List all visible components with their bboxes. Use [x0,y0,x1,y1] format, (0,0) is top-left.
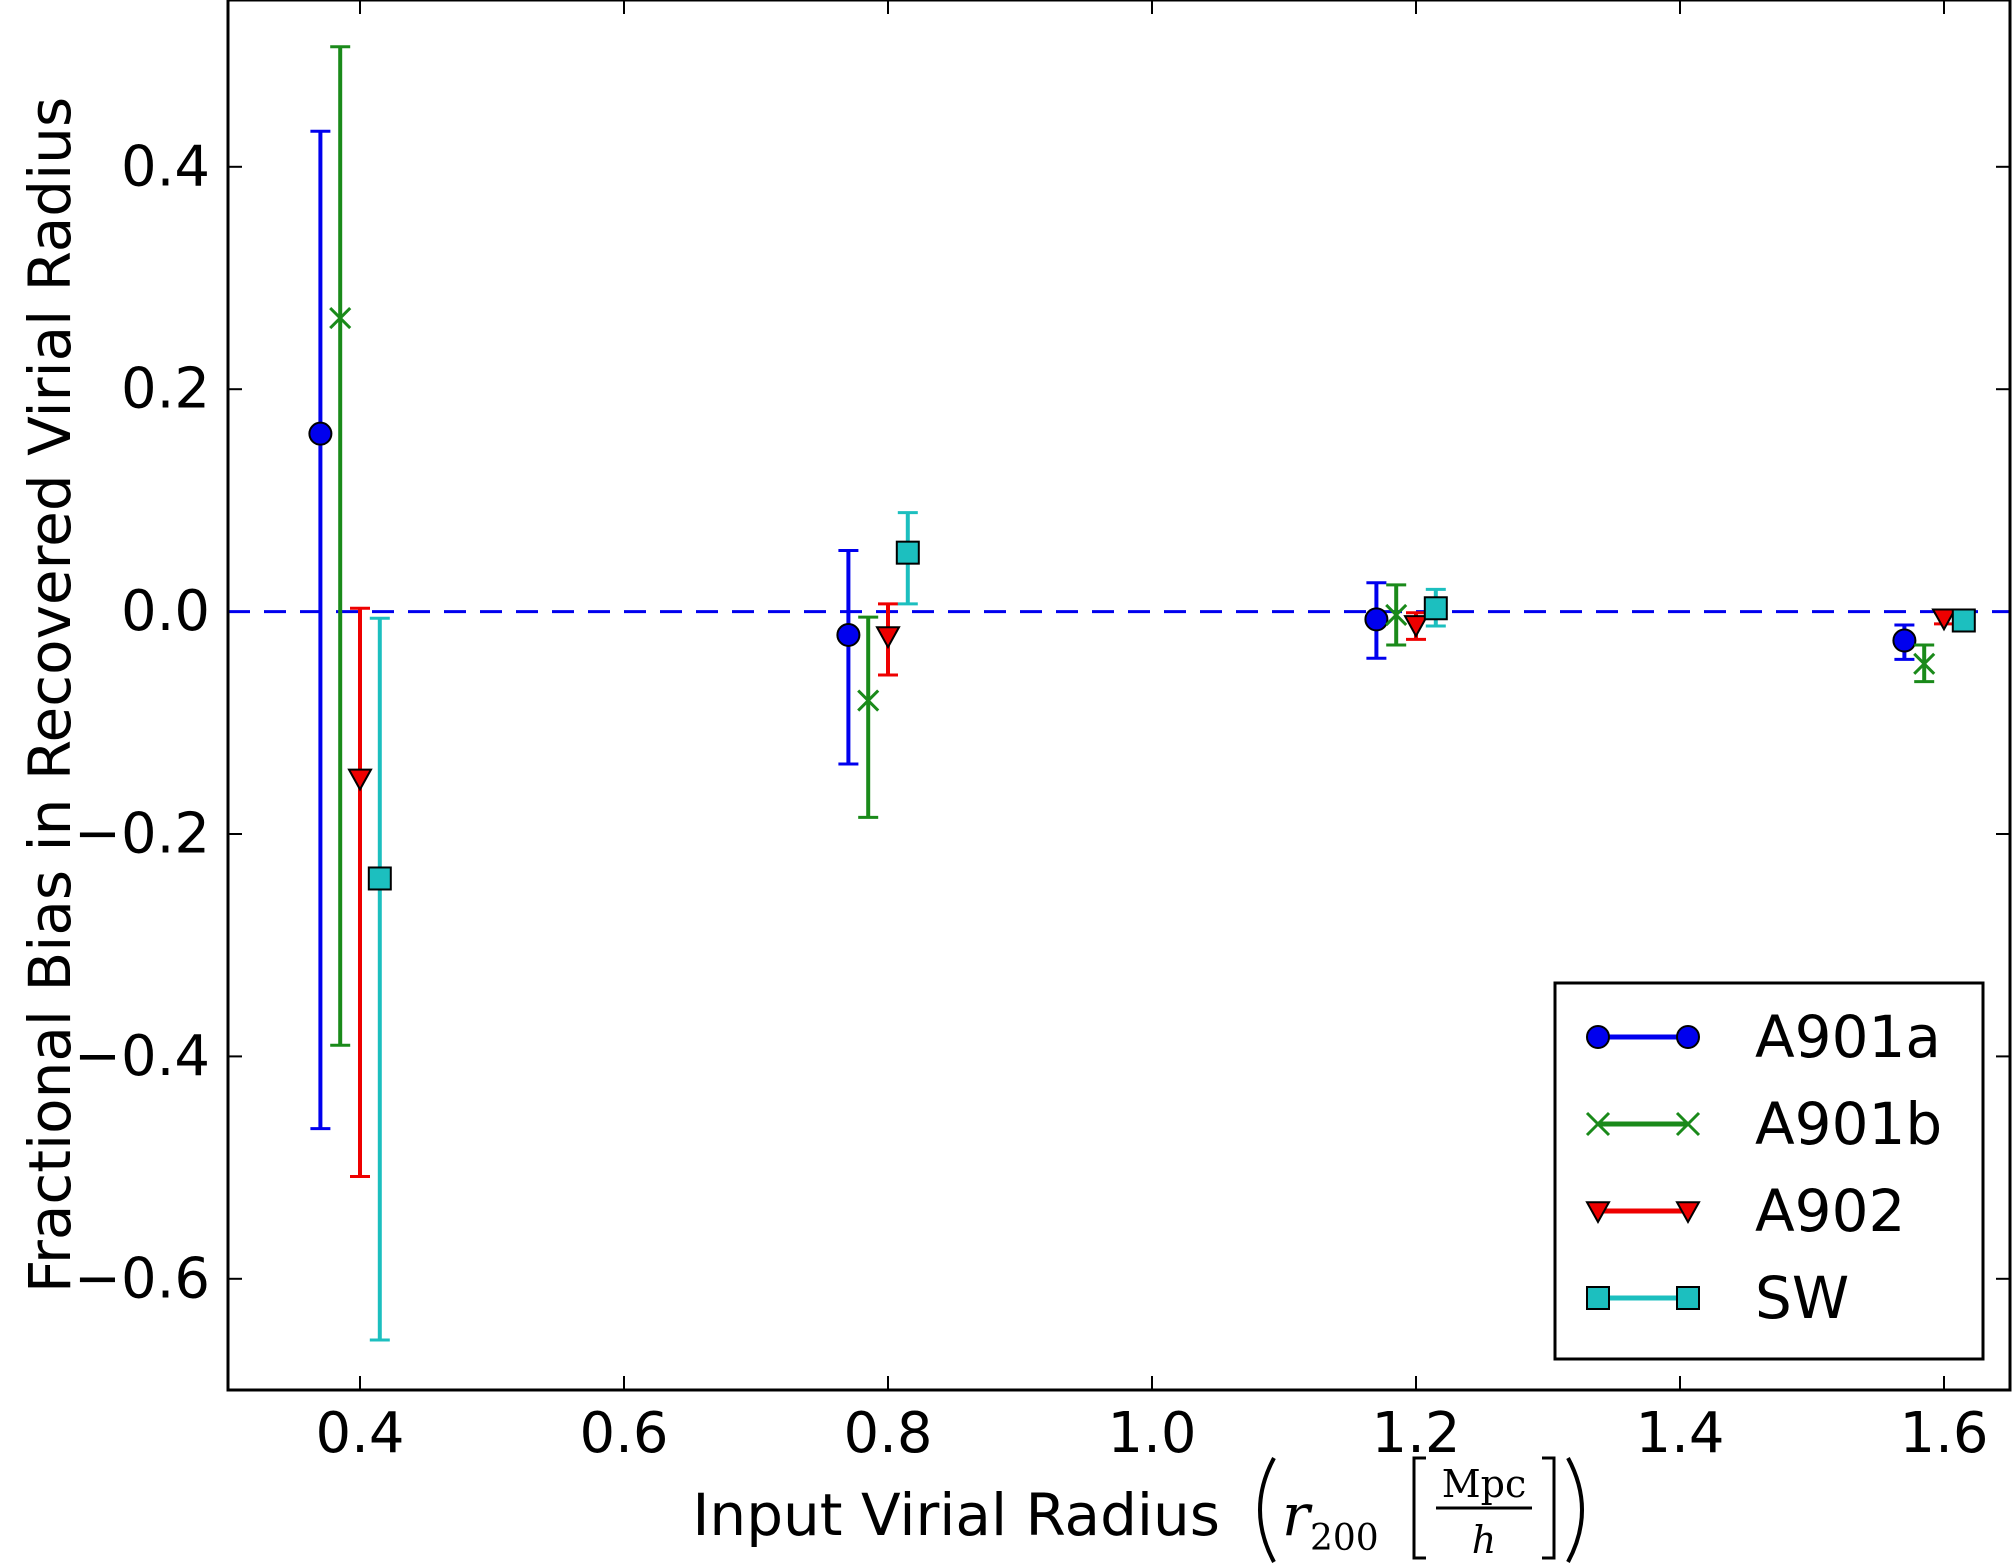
legend-marker-right [1676,1025,1700,1049]
data-point [1892,628,1917,653]
x-axis-label-text: Input Virial Radius [692,1481,1220,1549]
legend-marker-right [1675,1201,1701,1225]
series-SW [367,511,1976,1342]
x-label-left-paren [1258,1457,1276,1563]
data-point [1931,608,1957,632]
legend-marker-left [1586,1286,1610,1310]
legend-items: A901a A901b A902 SW [1585,1003,1942,1332]
y-tick-label: 0.4 [121,134,210,199]
x-label-unit-denominator: h [1472,1518,1496,1562]
x-tick-label: 1.6 [1899,1401,1988,1466]
x-axis-ticks: 0.4 0.6 0.8 1.0 1.2 1.4 1.6 [315,0,1989,1466]
data-point [1403,615,1429,639]
legend-marker-left [1586,1025,1610,1049]
series-layer [308,45,1976,1342]
x-label-right-paren [1566,1457,1584,1563]
data-point [347,768,373,792]
series-A902 [347,602,1957,1178]
legend-marker-right [1676,1286,1700,1310]
legend-item: A902 [1585,1177,1905,1245]
data-point [875,626,901,650]
x-label-subscript: 200 [1310,1518,1379,1559]
legend-item: A901b [1585,1090,1942,1158]
y-tick-label: 0.2 [121,357,210,422]
data-point [329,306,352,330]
legend-marker-right [1675,1111,1701,1137]
y-axis-ticks: −0.6 −0.4 −0.2 0.0 0.2 0.4 [74,134,2010,1311]
x-label-right-bracket [1542,1456,1556,1560]
y-tick-label: −0.2 [74,802,210,867]
x-tick-label: 1.4 [1635,1401,1724,1466]
legend: A901a A901b A902 SW [1553,981,1985,1361]
series-A901a [308,129,1917,1131]
x-label-unit-numerator: Mpc [1442,1462,1527,1506]
data-point [1364,607,1389,632]
legend-marker-left [1585,1201,1611,1225]
legend-marker-left [1585,1111,1611,1137]
x-tick-label: 0.8 [843,1401,932,1466]
data-point [1423,596,1448,621]
data-point [1913,652,1936,675]
data-point [1385,603,1408,626]
x-axis-label: Input Virial Radius r 200 Mpc h [692,1456,1584,1563]
series-A901b [329,45,1936,1047]
x-tick-label: 1.2 [1371,1401,1460,1466]
legend-label: A902 [1755,1177,1905,1245]
data-point [367,866,392,891]
legend-item: A901a [1586,1003,1941,1071]
data-point [895,540,920,565]
y-tick-label: −0.6 [74,1246,210,1311]
data-point [836,622,861,647]
y-tick-label: 0.0 [121,579,210,644]
x-tick-label: 0.4 [315,1401,404,1466]
data-point [857,689,880,712]
y-axis-label: Fractional Bias in Recovered Virial Radi… [16,97,84,1293]
x-tick-label: 1.0 [1107,1401,1196,1466]
data-point [308,421,333,446]
legend-label: A901b [1755,1090,1942,1158]
x-label-symbol: r [1282,1481,1313,1549]
x-tick-label: 0.6 [579,1401,668,1466]
legend-label: SW [1755,1264,1849,1332]
data-point [1951,608,1976,633]
legend-item: SW [1586,1264,1849,1332]
x-label-left-bracket [1412,1456,1426,1560]
y-tick-label: −0.4 [74,1024,210,1089]
legend-label: A901a [1755,1003,1941,1071]
plot-frame [226,0,2012,1392]
